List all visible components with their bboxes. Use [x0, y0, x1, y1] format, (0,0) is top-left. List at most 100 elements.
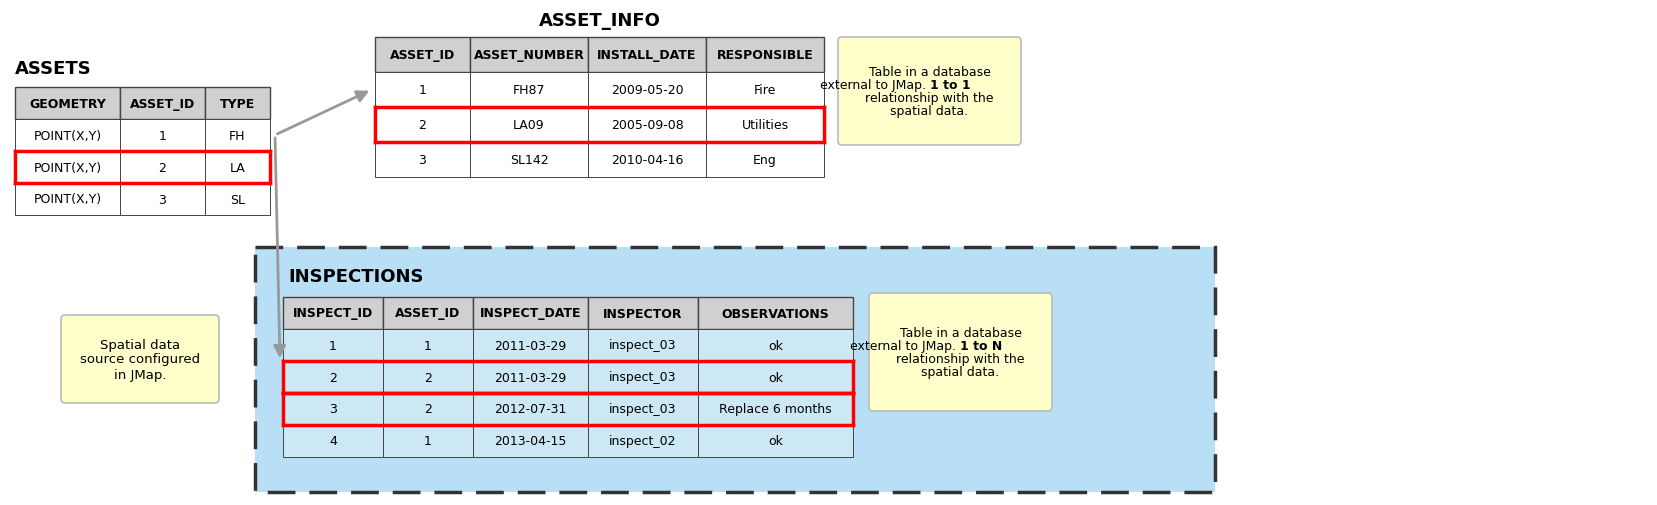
Text: ASSET_ID: ASSET_ID — [396, 307, 461, 320]
Bar — [471, 143, 588, 178]
Bar — [283, 297, 383, 329]
FancyBboxPatch shape — [838, 38, 1021, 146]
Text: spatial data.: spatial data. — [921, 365, 999, 378]
Text: 3: 3 — [330, 402, 336, 416]
Text: 1: 1 — [424, 435, 432, 447]
Bar — [205, 88, 270, 120]
Text: 2011-03-29: 2011-03-29 — [494, 339, 567, 352]
Bar — [588, 73, 706, 108]
Bar — [255, 247, 1215, 492]
Bar — [383, 297, 472, 329]
Bar — [706, 73, 824, 108]
Bar — [471, 38, 588, 73]
Bar — [588, 297, 698, 329]
Bar — [706, 108, 824, 143]
Text: Eng: Eng — [754, 154, 777, 167]
Text: 1 to 1: 1 to 1 — [930, 79, 969, 92]
Text: ASSET_ID: ASSET_ID — [389, 49, 456, 62]
Bar — [15, 88, 119, 120]
FancyBboxPatch shape — [868, 293, 1052, 411]
Bar — [472, 361, 588, 393]
Bar — [698, 393, 853, 425]
Text: POINT(X,Y): POINT(X,Y) — [33, 129, 101, 142]
Text: 4: 4 — [330, 435, 336, 447]
Bar — [383, 393, 472, 425]
Text: external to JMap. 1 to 1: external to JMap. 1 to 1 — [857, 79, 1002, 92]
Text: 1 to N: 1 to N — [961, 339, 1002, 352]
Bar — [706, 38, 824, 73]
Text: FH: FH — [229, 129, 245, 142]
Bar — [374, 73, 471, 108]
Text: Table in a database: Table in a database — [900, 326, 1021, 339]
Text: 2005-09-08: 2005-09-08 — [611, 119, 683, 132]
Text: 1: 1 — [330, 339, 336, 352]
Bar — [205, 120, 270, 152]
Bar — [283, 361, 383, 393]
Text: relationship with the: relationship with the — [865, 92, 994, 105]
Text: 2: 2 — [159, 161, 166, 174]
Bar — [205, 152, 270, 184]
Text: OBSERVATIONS: OBSERVATIONS — [722, 307, 830, 320]
Text: LA: LA — [230, 161, 245, 174]
Bar — [119, 184, 205, 216]
Bar — [374, 108, 471, 143]
Text: inspect_03: inspect_03 — [610, 339, 676, 352]
Text: GEOMETRY: GEOMETRY — [30, 97, 106, 110]
Text: 2: 2 — [419, 119, 426, 132]
Bar — [283, 425, 383, 457]
Text: spatial data.: spatial data. — [890, 105, 969, 118]
Text: 2: 2 — [424, 402, 432, 416]
Bar — [383, 425, 472, 457]
Text: 2: 2 — [330, 371, 336, 384]
Text: ok: ok — [769, 371, 784, 384]
Text: relationship with the: relationship with the — [896, 352, 1024, 365]
Text: 2013-04-15: 2013-04-15 — [494, 435, 567, 447]
Text: external to JMap.: external to JMap. — [850, 339, 961, 352]
Text: 2009-05-20: 2009-05-20 — [611, 84, 683, 97]
Bar — [471, 73, 588, 108]
Text: 1: 1 — [419, 84, 426, 97]
Bar — [471, 108, 588, 143]
Text: ok: ok — [769, 339, 784, 352]
Bar — [698, 297, 853, 329]
Text: external to JMap.: external to JMap. — [820, 79, 930, 92]
Text: Table in a database: Table in a database — [868, 66, 991, 79]
Text: POINT(X,Y): POINT(X,Y) — [33, 193, 101, 206]
Text: LA09: LA09 — [514, 119, 545, 132]
Bar — [472, 425, 588, 457]
Text: INSPECT_ID: INSPECT_ID — [293, 307, 373, 320]
Bar — [383, 361, 472, 393]
FancyBboxPatch shape — [61, 316, 219, 403]
Text: FH87: FH87 — [512, 84, 545, 97]
Text: Fire: Fire — [754, 84, 775, 97]
Text: Utilities: Utilities — [741, 119, 789, 132]
Text: SL: SL — [230, 193, 245, 206]
Bar — [698, 361, 853, 393]
Bar — [698, 425, 853, 457]
Text: ASSET_INFO: ASSET_INFO — [539, 12, 661, 30]
Bar — [588, 425, 698, 457]
Bar — [205, 184, 270, 216]
Bar — [588, 38, 706, 73]
Bar — [15, 152, 119, 184]
Text: POINT(X,Y): POINT(X,Y) — [33, 161, 101, 174]
Text: external to JMap. 1 to N: external to JMap. 1 to N — [886, 339, 1034, 352]
Text: RESPONSIBLE: RESPONSIBLE — [716, 49, 814, 62]
Bar — [15, 120, 119, 152]
Bar — [119, 152, 205, 184]
Bar — [472, 393, 588, 425]
Bar — [588, 393, 698, 425]
Text: INSTALL_DATE: INSTALL_DATE — [597, 49, 696, 62]
Bar — [374, 38, 471, 73]
Bar — [383, 329, 472, 361]
Text: 2010-04-16: 2010-04-16 — [611, 154, 683, 167]
Bar — [374, 143, 471, 178]
Bar — [588, 143, 706, 178]
Text: 2012-07-31: 2012-07-31 — [494, 402, 567, 416]
Text: 3: 3 — [159, 193, 166, 206]
Bar — [698, 329, 853, 361]
Text: 1: 1 — [159, 129, 166, 142]
Text: Replace 6 months: Replace 6 months — [719, 402, 832, 416]
Bar — [283, 329, 383, 361]
Bar — [472, 329, 588, 361]
